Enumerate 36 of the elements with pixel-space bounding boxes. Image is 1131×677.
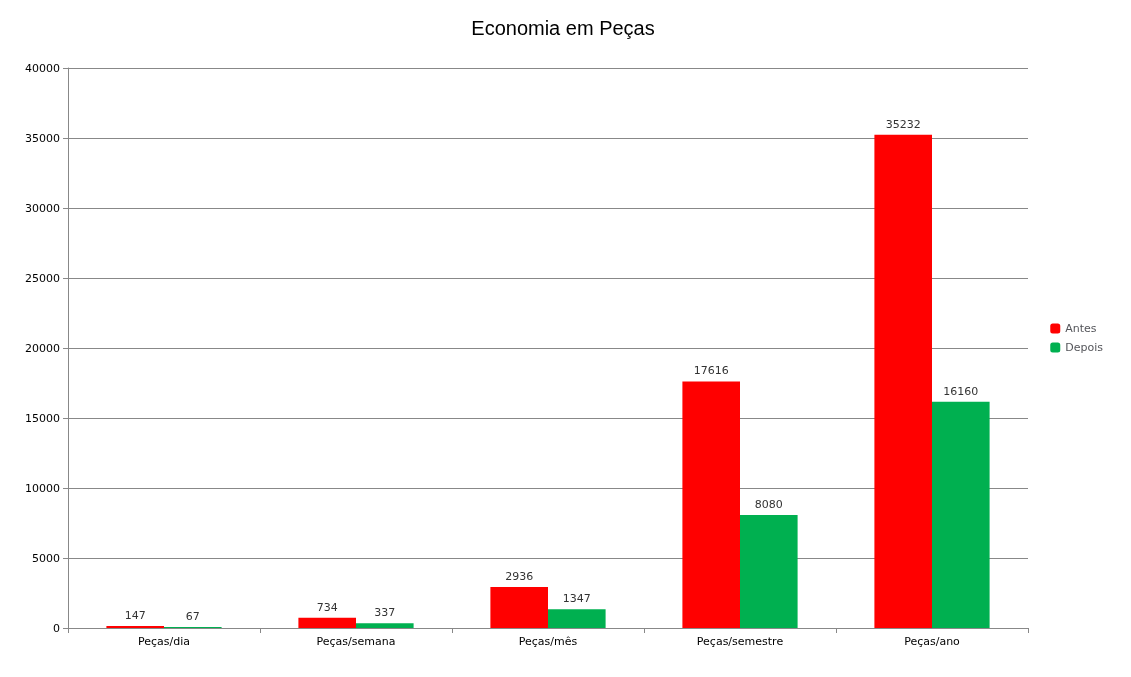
data-label: 17616 bbox=[693, 364, 729, 378]
y-tick-label: 15000 bbox=[25, 411, 60, 425]
bar bbox=[490, 586, 548, 628]
y-tick-label: 40000 bbox=[25, 61, 60, 75]
data-label: 2936 bbox=[505, 569, 534, 583]
x-tick-label: Peças/ano bbox=[904, 635, 961, 648]
data-label: 1347 bbox=[562, 592, 591, 606]
y-tick-label: 5000 bbox=[32, 551, 60, 565]
bar bbox=[932, 401, 990, 628]
data-label: 35232 bbox=[885, 117, 921, 131]
data-label: 337 bbox=[374, 606, 396, 620]
y-tick-label: 30000 bbox=[25, 201, 60, 215]
bar bbox=[106, 625, 164, 628]
data-label: 8080 bbox=[754, 497, 783, 511]
bar bbox=[548, 609, 606, 628]
legend-label: Antes bbox=[1065, 322, 1097, 335]
y-tick-label: 10000 bbox=[25, 481, 60, 495]
y-tick-label: 0 bbox=[53, 621, 60, 635]
bar bbox=[874, 134, 932, 628]
bar bbox=[740, 514, 798, 628]
x-tick-label: Peças/semestre bbox=[696, 635, 784, 648]
y-tick-label: 20000 bbox=[25, 341, 60, 355]
legend-label: Depois bbox=[1065, 341, 1104, 354]
x-tick-label: Peças/mês bbox=[518, 635, 578, 648]
data-label: 734 bbox=[316, 600, 338, 614]
bar bbox=[298, 617, 356, 628]
x-tick-label: Peças/dia bbox=[137, 635, 191, 648]
data-label: 147 bbox=[124, 608, 146, 622]
bar bbox=[356, 623, 414, 628]
y-tick-label: 35000 bbox=[25, 131, 60, 145]
chart-title: Economia em Peças bbox=[471, 17, 655, 39]
x-tick-label: Peças/semana bbox=[316, 635, 396, 648]
data-label: 67 bbox=[185, 610, 200, 624]
y-tick-label: 25000 bbox=[25, 271, 60, 285]
data-label: 16160 bbox=[943, 384, 979, 398]
bar bbox=[682, 381, 740, 628]
